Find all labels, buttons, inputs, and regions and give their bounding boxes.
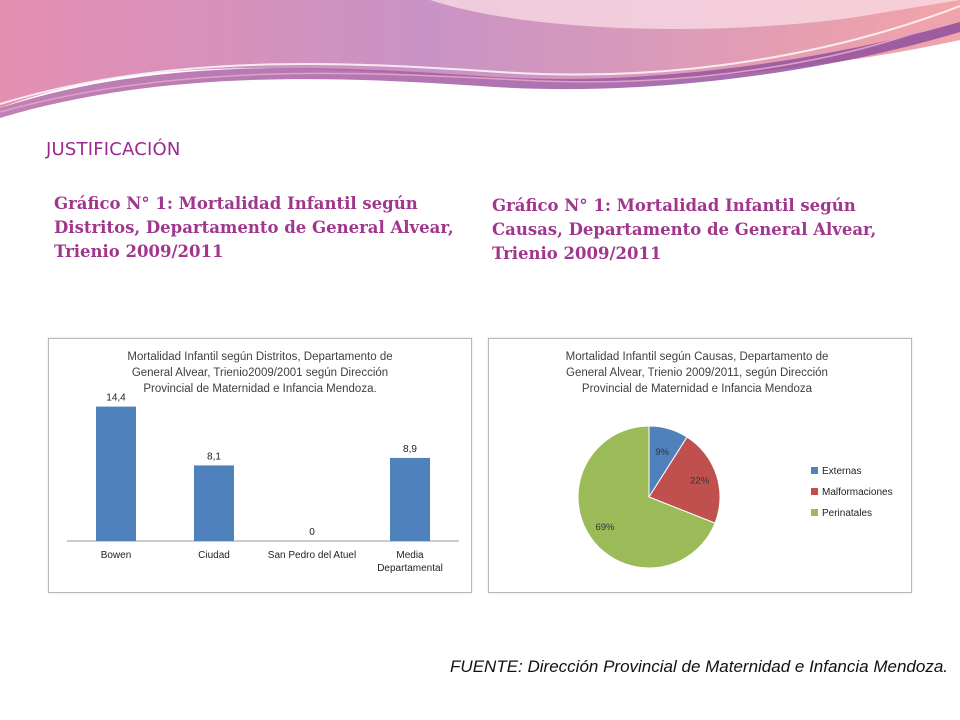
pie-slice-label: 22%	[690, 476, 710, 487]
bar	[96, 406, 136, 541]
bar-data-label: 14,4	[106, 393, 126, 404]
pie-chart-title-line: Mortalidad Infantil según Causas, Depart…	[566, 351, 829, 363]
chart-caption-districts: Gráfico N° 1: Mortalidad Infantil según …	[54, 194, 454, 261]
pie-chart-title-line: General Alvear, Trienio 2009/2011, según…	[566, 367, 828, 379]
legend-swatch	[811, 467, 818, 474]
bar-chart-title-line: Provincial de Maternidad e Infancia Mend…	[143, 383, 376, 395]
bar-chart-title-line: General Alvear, Trienio2009/2001 según D…	[132, 367, 388, 379]
x-tick-label: San Pedro del Atuel	[268, 550, 356, 561]
x-tick-label: Media	[396, 550, 424, 561]
x-tick-label: Bowen	[101, 550, 132, 561]
legend-label: Malformaciones	[822, 487, 893, 498]
pie-slice-label: 9%	[655, 447, 669, 458]
legend-label: Externas	[822, 466, 861, 477]
source-note: FUENTE: Dirección Provincial de Maternid…	[450, 657, 948, 676]
chart-caption-causes: Gráfico N° 1: Mortalidad Infantil según …	[492, 196, 877, 263]
bar-chart-districts: Mortalidad Infantil según Distritos, Dep…	[48, 338, 472, 593]
pie-slice	[577, 425, 716, 569]
pie-chart-svg: Mortalidad Infantil según Causas, Depart…	[566, 351, 893, 569]
x-tick-label: Departamental	[377, 563, 443, 574]
pie-chart-title-line: Provincial de Maternidad e Infancia Mend…	[582, 383, 813, 395]
bar-data-label: 8,9	[403, 444, 417, 455]
pie-slice	[648, 436, 721, 524]
bar-data-label: 0	[309, 527, 315, 538]
bar	[390, 457, 430, 541]
section-title: JUSTIFICACIÓN	[46, 139, 181, 160]
legend-label: Perinatales	[822, 508, 872, 519]
pie-slice-label: 69%	[595, 522, 615, 533]
bar-data-label: 8,1	[207, 451, 221, 462]
header-banner	[0, 0, 960, 118]
legend-swatch	[811, 509, 818, 516]
bar-chart-title-line: Mortalidad Infantil según Distritos, Dep…	[127, 351, 392, 363]
legend-swatch	[811, 488, 818, 495]
x-tick-label: Ciudad	[198, 550, 230, 561]
bar	[194, 465, 234, 541]
pie-chart-causes: Mortalidad Infantil según Causas, Depart…	[488, 338, 912, 593]
bar-chart-svg: Mortalidad Infantil según Distritos, Dep…	[67, 351, 459, 574]
